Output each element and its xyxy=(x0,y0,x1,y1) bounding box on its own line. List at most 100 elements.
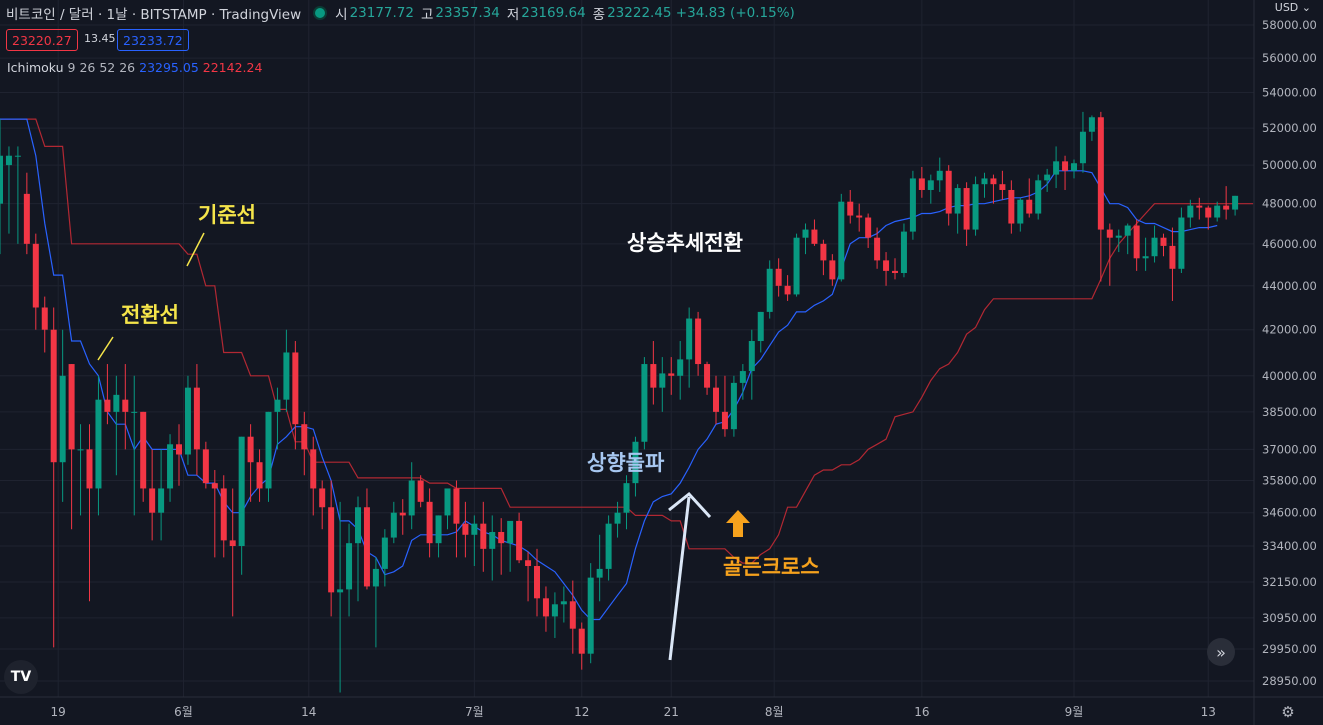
candle-body xyxy=(775,268,782,286)
candle-body xyxy=(14,155,21,157)
candle-body xyxy=(569,601,576,629)
candle-body xyxy=(220,488,227,541)
time-tick-label: 9월 xyxy=(1065,705,1084,719)
price-tick-label: 54000.00 xyxy=(1262,85,1317,99)
candle xyxy=(462,501,469,558)
candle xyxy=(569,580,576,654)
candle-body xyxy=(1187,205,1194,218)
candle xyxy=(972,176,979,236)
double-chevron-right-icon[interactable]: » xyxy=(1207,638,1235,666)
candle xyxy=(605,515,612,581)
candles xyxy=(0,111,1239,693)
candle-body xyxy=(1223,205,1230,210)
price-tick-label: 56000.00 xyxy=(1262,51,1317,65)
candle-body xyxy=(355,507,361,544)
candle xyxy=(328,480,335,617)
bid-price-box[interactable]: 23220.27 xyxy=(6,29,78,51)
candle xyxy=(560,586,567,623)
candle-body xyxy=(453,488,460,524)
candle-body xyxy=(113,394,120,412)
candle-body xyxy=(542,598,549,617)
candle xyxy=(551,592,558,638)
symbol-title[interactable]: 비트코인 / 달러 · 1날 · BITSTAMP · TradingView xyxy=(6,7,302,23)
ichimoku-legend[interactable]: Ichimoku 9 26 52 26 23295.05 22142.24 xyxy=(7,60,262,75)
candle xyxy=(802,223,809,255)
candle-body xyxy=(184,387,191,455)
candle-body xyxy=(399,512,406,516)
conversion-line-value: 23295.05 xyxy=(139,60,199,75)
candle-body xyxy=(605,523,612,569)
candle xyxy=(59,329,66,502)
time-tick-label: 12 xyxy=(574,705,589,719)
low-key: 저 xyxy=(506,7,520,23)
candle-body xyxy=(614,512,621,524)
base-line-value: 22142.24 xyxy=(202,60,263,75)
candle xyxy=(739,364,746,400)
candle xyxy=(1223,186,1230,220)
candle-body xyxy=(838,201,845,280)
candle-body xyxy=(516,520,523,561)
candle xyxy=(95,375,102,516)
chevron-down-icon: ⌄ xyxy=(1301,1,1311,14)
candle xyxy=(319,480,326,530)
price-tick-label: 58000.00 xyxy=(1262,18,1317,32)
candle xyxy=(936,157,943,192)
candle-body xyxy=(972,184,979,230)
candle-body xyxy=(238,436,245,547)
ask-price-box[interactable]: 23233.72 xyxy=(117,29,189,51)
candle xyxy=(516,512,523,564)
candle-body xyxy=(50,329,57,463)
candle-body xyxy=(95,399,102,489)
candle xyxy=(1196,197,1203,220)
candle xyxy=(990,174,997,204)
candle-body xyxy=(900,231,907,274)
candle-body xyxy=(1151,237,1158,257)
candle xyxy=(1205,205,1212,230)
candle-body xyxy=(86,449,93,489)
candle-body xyxy=(1178,217,1185,269)
candle xyxy=(1062,155,1069,190)
candle-body xyxy=(32,243,39,308)
candle xyxy=(1008,180,1015,234)
candle xyxy=(489,515,496,581)
candle xyxy=(140,411,147,502)
candle xyxy=(847,189,854,224)
candle-body xyxy=(274,399,281,412)
candle xyxy=(310,436,317,516)
candle xyxy=(1142,237,1149,271)
candle-body xyxy=(59,375,66,463)
candle xyxy=(829,254,836,286)
candle-body xyxy=(551,604,558,617)
candle xyxy=(686,307,693,388)
gear-icon[interactable]: ⚙ xyxy=(1281,703,1295,721)
conversion-line-annotation: 전환선 xyxy=(121,303,179,327)
candle-body xyxy=(68,364,75,450)
candle-body xyxy=(525,560,532,567)
time-axis[interactable]: 19 6월 14 7월 12 21 8월 16 9월 13 xyxy=(0,696,1323,719)
price-tick-label: 35800.00 xyxy=(1262,474,1317,488)
candle-body xyxy=(534,566,540,599)
currency-selector[interactable]: USD ⌄ xyxy=(1275,1,1311,14)
candle-body xyxy=(748,341,755,372)
time-tick-label: 13 xyxy=(1201,705,1216,719)
tradingview-logo[interactable]: TV xyxy=(4,660,38,694)
candle xyxy=(86,424,93,602)
candle xyxy=(525,551,532,602)
candle-body xyxy=(739,371,746,383)
candle xyxy=(981,172,988,198)
candle xyxy=(390,501,397,544)
candle-body xyxy=(650,364,657,388)
candle-body xyxy=(0,155,3,204)
time-tick-label: 6월 xyxy=(174,705,193,719)
price-tick-label: 37000.00 xyxy=(1262,442,1317,456)
candle-body xyxy=(1106,229,1113,238)
candle xyxy=(211,470,218,558)
candle xyxy=(596,534,603,602)
ichimoku-lines xyxy=(0,118,1253,621)
candle-body xyxy=(856,215,863,218)
candle xyxy=(1026,178,1033,218)
candle xyxy=(283,329,290,412)
candle-body xyxy=(793,237,800,295)
price-axis[interactable]: 28950.00 29950.00 30950.00 32150.00 33400.00… xyxy=(1253,0,1317,725)
